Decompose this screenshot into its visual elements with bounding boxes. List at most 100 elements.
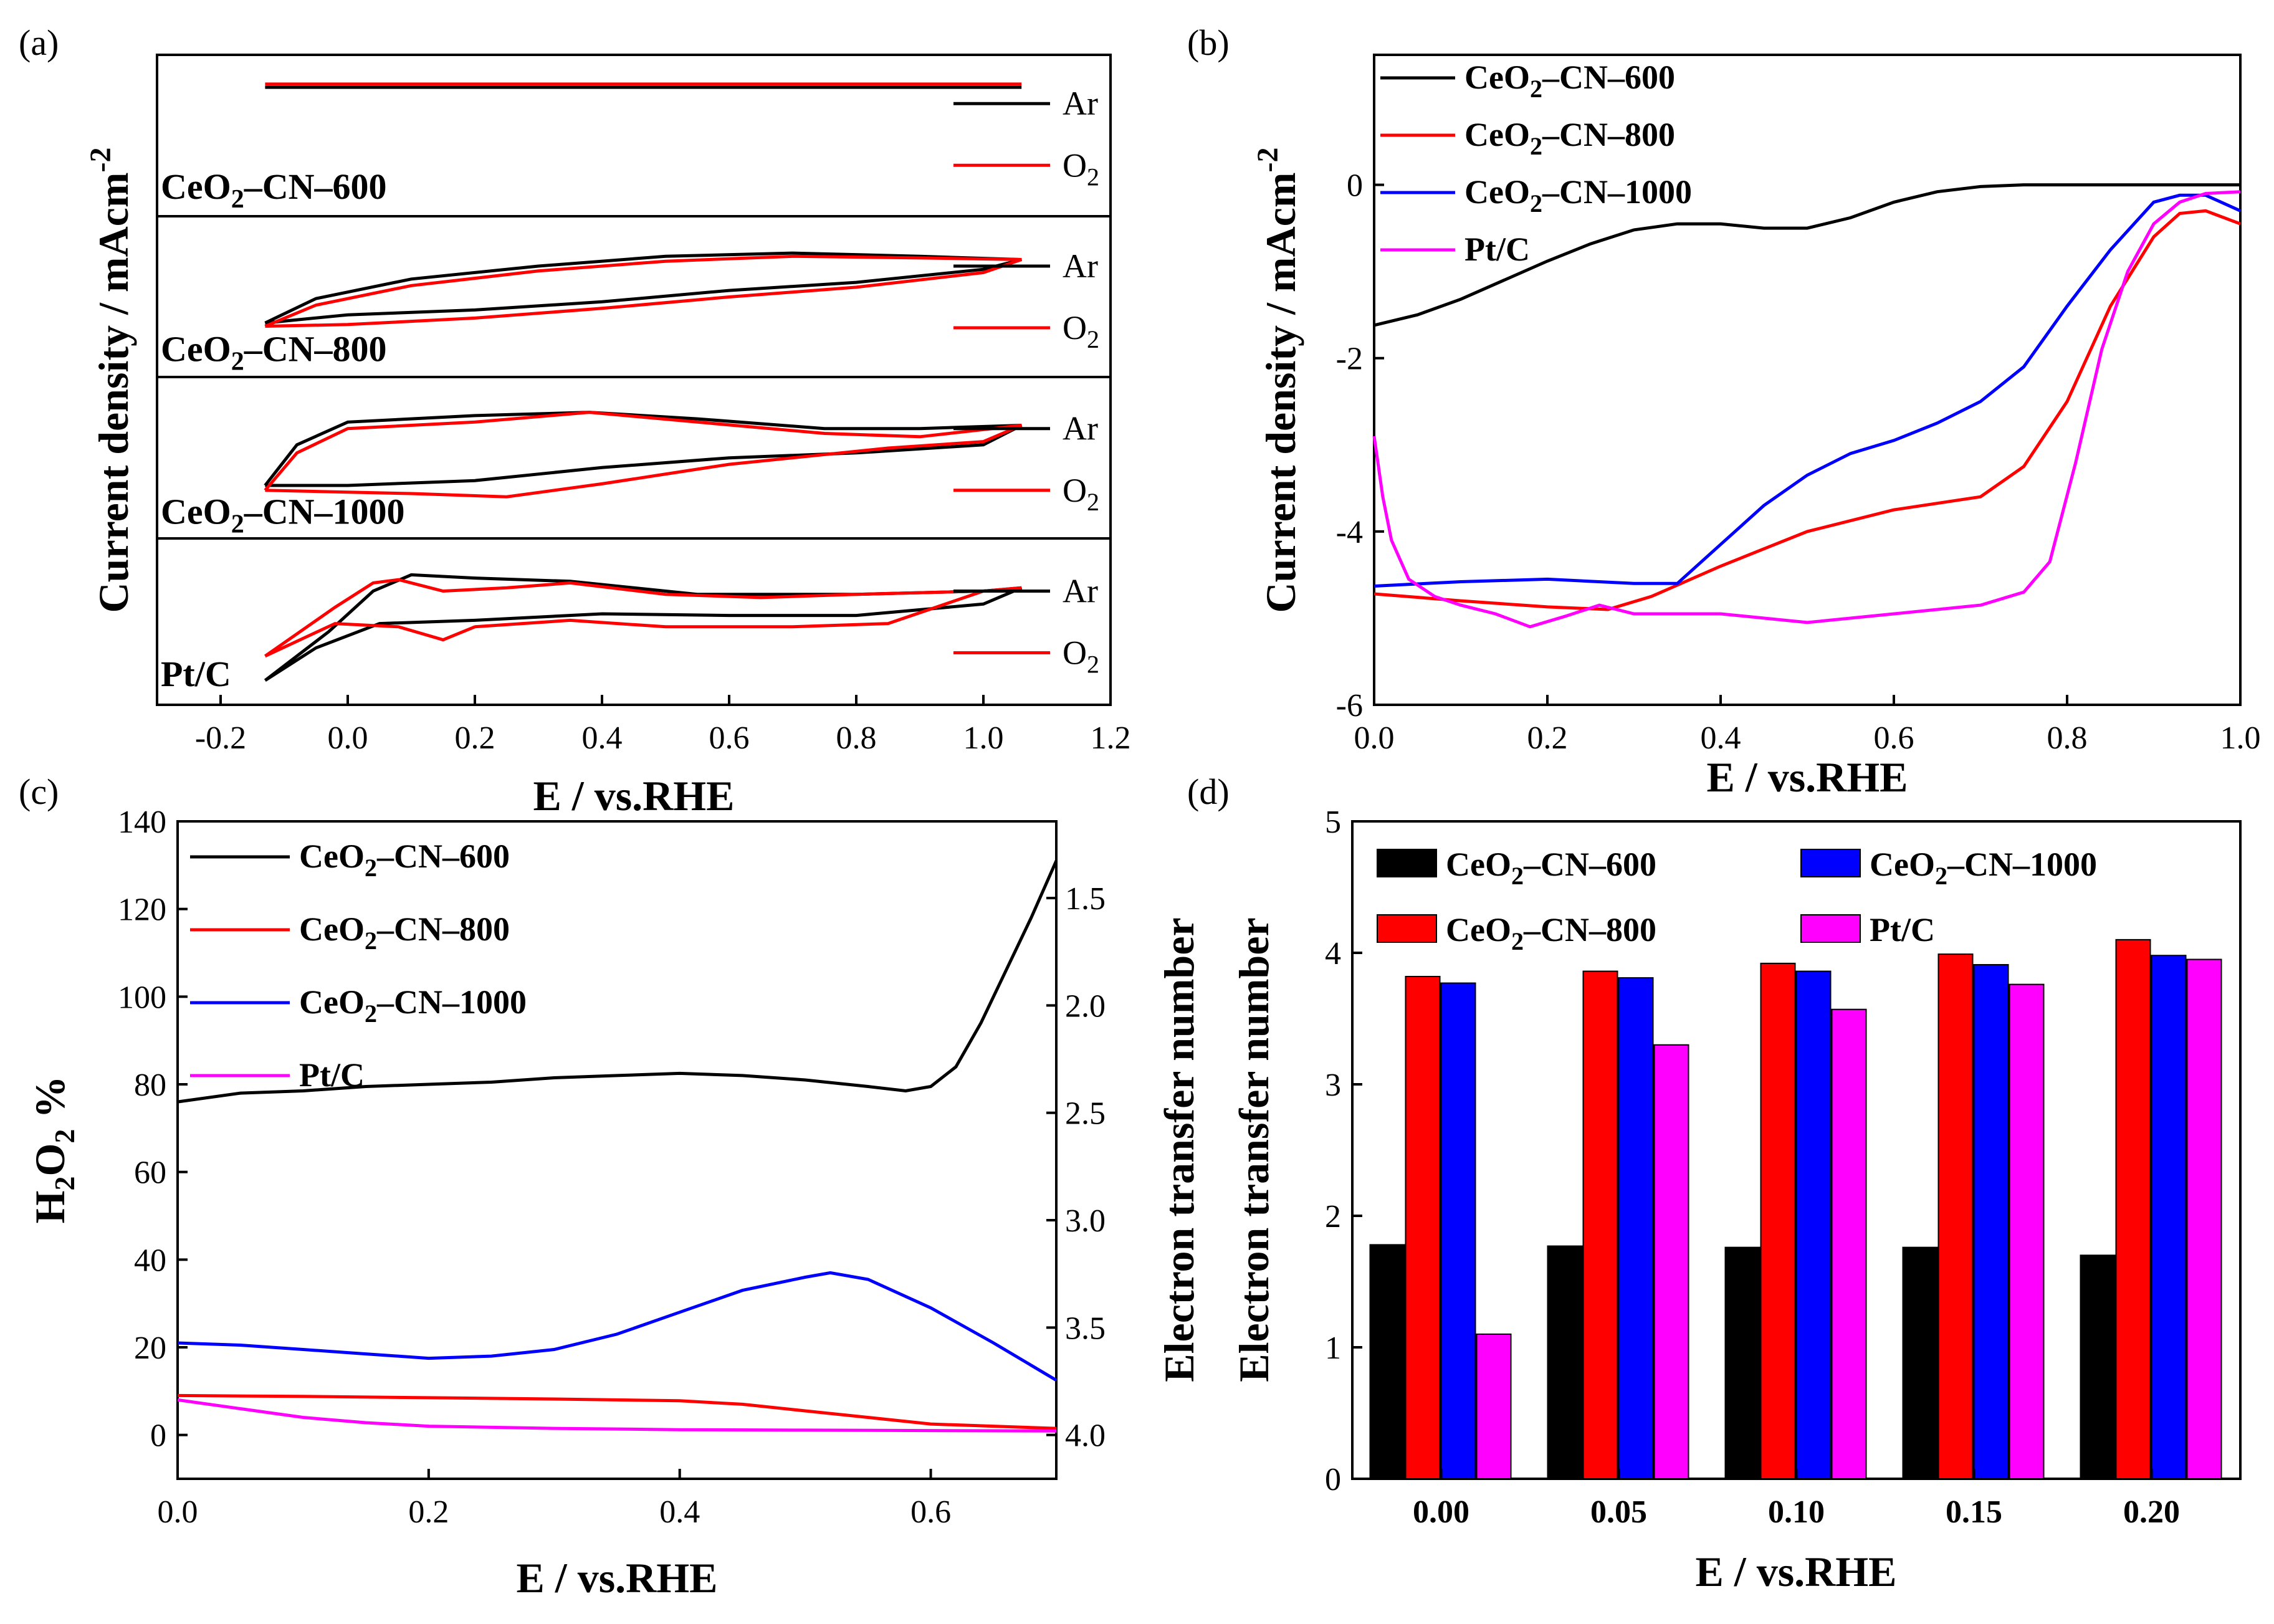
panel-c-series-2-curve — [177, 1393, 1057, 1430]
sample-rest: –CN–1000 — [244, 491, 405, 532]
panel-c-y-tick-label: 60 — [134, 1155, 166, 1191]
panel-c-y-tick-label: 40 — [134, 1243, 166, 1278]
panel-d-bar — [2115, 939, 2151, 1479]
sample-base: CeO — [161, 166, 231, 207]
panel-c-series-3-curve — [177, 1271, 1058, 1382]
panel-c-y-label-h: H — [26, 1191, 74, 1224]
legend-o2-base: O — [1063, 634, 1087, 672]
panel-b-x-tick-label: 0.2 — [1527, 720, 1568, 756]
legend-o2-base: O — [1063, 309, 1087, 346]
panel-d-y-tick-label: 3 — [1325, 1068, 1341, 1103]
panel-c-series-1-curve — [177, 860, 1058, 1104]
panel-a-sample-label: CeO2–CN–1000 — [161, 491, 405, 538]
panel-b-legend-label-base: Pt/C — [1464, 231, 1530, 268]
sample-rest: –CN–800 — [244, 329, 387, 370]
panel-d-x-tick-label: 0.00 — [1413, 1494, 1469, 1530]
panel-a-y-axis-label-main: Current density / mAcm — [90, 172, 137, 613]
panel-b-series-2-curve — [1373, 209, 2241, 611]
panel-b-y-axis-label-sup: -2 — [1251, 148, 1284, 173]
panel-a-y-axis-label-sup: -2 — [84, 148, 117, 173]
panel-a-4-o2-curve — [264, 578, 1022, 658]
panel-d-legend-label-rest: –CN–600 — [1523, 846, 1656, 883]
panel-d-legend-label-base: CeO — [1446, 911, 1511, 948]
panel-d-bar — [2080, 1254, 2116, 1480]
panel-c-x-tick-label: 0.0 — [158, 1494, 198, 1530]
panel-d-bar — [1653, 1044, 1689, 1479]
panel-d-bar — [1831, 1008, 1867, 1479]
panel-d-bar — [1760, 962, 1796, 1479]
sample-sub: 2 — [231, 510, 244, 538]
panel-d-y-tick-label: 5 — [1325, 805, 1341, 840]
legend-o2-sub: 2 — [1087, 488, 1099, 516]
legend-o2-label: O2 — [1063, 309, 1099, 353]
legend-o2-base: O — [1063, 472, 1087, 509]
panel-label-b: (b) — [1187, 22, 1230, 63]
panel-d-legend-swatch — [1377, 849, 1437, 877]
panel-a-sample-label: Pt/C — [161, 654, 231, 694]
panel-a-frame — [156, 54, 1112, 706]
panel-c-y-tick-label: 120 — [118, 892, 166, 928]
panel-b-y-tick-label: 0 — [1347, 168, 1363, 204]
panel-d-bar — [2151, 955, 2187, 1479]
panel-d-y-axis-label: Electron transfer number — [1230, 917, 1278, 1382]
panel-a-3-o2-curve — [264, 411, 1023, 499]
panel-c-y-label-o: O — [26, 1144, 74, 1177]
panel-d-legend-label-sub: 2 — [1935, 862, 1947, 890]
panel-a-x-tick-label: 0.8 — [836, 720, 877, 756]
panel-d-legend-label-rest: –CN–800 — [1523, 911, 1656, 948]
panel-d-y-tick-label: 1 — [1325, 1330, 1341, 1366]
panel-c-legend-label-rest: –CN–800 — [376, 910, 510, 948]
panel-c-y-tick-label: 80 — [134, 1068, 166, 1103]
panel-d-legend-swatch — [1800, 914, 1861, 943]
panel-a-x-tick-label: 0.4 — [582, 720, 623, 756]
panel-d-legend-label: CeO2–CN–600 — [1446, 846, 1656, 890]
panel-label-a: (a) — [19, 22, 59, 63]
panel-c-h2o2-chart: 0.0 0.2 0.4 0.6 0 20 40 60 80 100 120 140 1.5 2.0 2.… — [26, 805, 1203, 1602]
panel-d-bar — [1440, 982, 1476, 1479]
panel-c-legend-label-base: CeO — [299, 983, 365, 1021]
panel-d-y-tick-label: 4 — [1325, 936, 1341, 972]
panel-d-legend-swatch — [1377, 914, 1437, 943]
sample-base: CeO — [161, 329, 231, 370]
panel-d-bar — [1902, 1246, 1938, 1479]
panel-a-x-tick-label: 0.6 — [709, 720, 750, 756]
panel-d-bar — [1937, 953, 1974, 1479]
legend-o2-sub: 2 — [1087, 325, 1099, 353]
panel-d-bar — [2009, 983, 2045, 1479]
panel-c-legend-label: CeO2–CN–1000 — [299, 983, 527, 1028]
legend-o2-sub: 2 — [1087, 651, 1099, 679]
panel-d-y-tick-label: 0 — [1325, 1462, 1341, 1497]
legend-o2-label: O2 — [1063, 634, 1099, 679]
panel-c-y-right-axis-label: Electron transfer number — [1155, 917, 1203, 1382]
panel-b-lsv-chart: 0.0 0.2 0.4 0.6 0.8 1.0 0-2-4-6 CeO2–CN–600Ce… — [1251, 54, 2261, 801]
panel-c-legend-label-rest: –CN–1000 — [376, 983, 527, 1021]
legend-ar-label: Ar — [1063, 572, 1098, 609]
panel-a-x-tick-label: 0.0 — [328, 720, 368, 756]
panel-c-legend-label: Pt/C — [299, 1056, 365, 1094]
panel-a-3-ar-curve — [264, 411, 1023, 487]
panel-c-frame — [176, 820, 1058, 1480]
panel-d-bar — [1618, 977, 1654, 1479]
panel-c-legend-label-base: Pt/C — [299, 1056, 365, 1094]
panel-c-y-tick-label: 20 — [134, 1330, 166, 1366]
legend-ar-label: Ar — [1063, 247, 1098, 285]
legend-o2-base: O — [1063, 146, 1087, 184]
panel-d-x-tick-label: 0.10 — [1768, 1494, 1825, 1530]
panel-d-bar — [1724, 1246, 1760, 1479]
panel-c-x-tick-label: 0.4 — [659, 1494, 700, 1530]
panel-b-x-axis-label: E / vs.RHE — [1706, 753, 1908, 801]
panel-b-x-tick-label: 1.0 — [2220, 720, 2261, 756]
panel-c-legend-label: CeO2–CN–800 — [299, 910, 510, 955]
panel-d-x-axis-label: E / vs.RHE — [1695, 1548, 1896, 1595]
panel-b-x-tick-label: 0.8 — [2047, 720, 2088, 756]
panel-d-legend-label-rest: –CN–1000 — [1947, 846, 2097, 883]
sample-base: Pt/C — [161, 654, 231, 694]
panel-b-legend-label-sub: 2 — [1530, 189, 1542, 217]
panel-a-x-tick-label: 0.2 — [455, 720, 495, 756]
panel-c-y-label-sub2: 2 — [49, 1129, 80, 1144]
panel-c-y-tick-label: 140 — [118, 805, 166, 840]
sample-rest: –CN–600 — [244, 166, 387, 207]
panel-c-y-right-tick-label: 3.5 — [1065, 1311, 1106, 1346]
panel-label-d: (d) — [1187, 771, 1230, 812]
